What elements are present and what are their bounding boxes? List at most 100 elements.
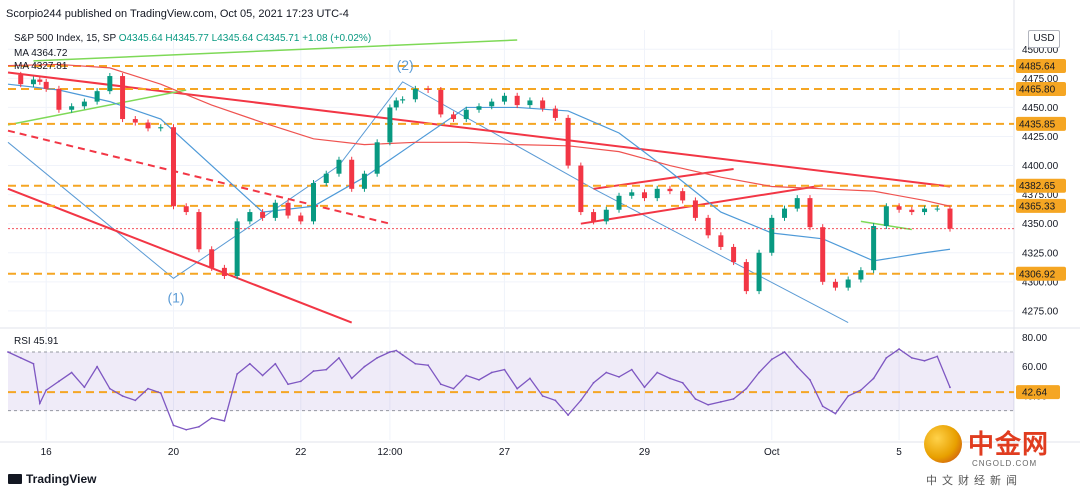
price-tick-label: 4500.00 <box>1022 45 1059 56</box>
green-line-2 <box>33 39 518 62</box>
price-candle <box>794 198 800 209</box>
dashed-trendline <box>7 129 391 225</box>
watermark-tagline: 中文财经新闻 <box>926 475 1022 487</box>
price-tick-label: 4450.00 <box>1022 103 1059 114</box>
price-candle <box>832 281 838 288</box>
price-candle <box>438 89 444 115</box>
price-tick-label: 4325.00 <box>1022 248 1059 259</box>
price-candle <box>158 127 164 129</box>
price-candle <box>30 79 36 85</box>
price-candle <box>56 88 62 110</box>
rsi-point <box>172 424 175 427</box>
rsi-point <box>490 371 493 374</box>
rsi-point <box>159 392 162 394</box>
rsi-point <box>7 351 9 353</box>
rsi-tick-label: 60.00 <box>1022 362 1047 373</box>
rsi-point <box>707 403 710 406</box>
price-candle <box>81 101 87 107</box>
ma_red-line <box>7 63 951 207</box>
wedge-upper-line <box>593 168 734 190</box>
rsi-point <box>223 420 226 422</box>
price-candle <box>527 100 533 106</box>
level-badge <box>1016 266 1066 281</box>
price-candle <box>552 108 558 118</box>
rsi-point <box>605 371 608 374</box>
currency-button[interactable]: USD <box>1028 30 1060 48</box>
rsi-point <box>261 374 264 377</box>
rsi-point <box>643 386 646 389</box>
ma-legend-1[interactable]: MA 4364.72 <box>14 48 68 59</box>
price-candle <box>349 159 355 189</box>
level-label: 4485.64 <box>1019 61 1056 72</box>
rsi-legend[interactable]: RSI 45.91 <box>14 336 59 347</box>
price-candle <box>756 252 762 292</box>
price-candle <box>183 206 189 213</box>
price-candle <box>336 159 342 174</box>
rsi-point <box>770 358 773 361</box>
price-candle <box>922 208 928 213</box>
rsi-point <box>847 395 850 397</box>
wedge-lower-line <box>580 184 823 225</box>
time-tick-label: Oct <box>764 447 780 458</box>
rsi-point <box>859 389 862 392</box>
rsi-point <box>45 389 48 392</box>
time-tick-label: 5 <box>896 447 902 458</box>
symbol-legend[interactable]: S&P 500 Index, 15, SP O4345.64 H4345.77 … <box>14 33 371 44</box>
price-candle <box>145 122 151 129</box>
tradingview-logo[interactable]: TradingView <box>8 472 96 486</box>
cngold-logo-icon <box>924 425 962 463</box>
ohlc-values: O4345.64 H4345.77 L4345.64 C4345.71 <box>118 33 300 44</box>
price-candle <box>667 188 673 192</box>
rsi-point <box>796 365 799 368</box>
rsi-point <box>121 395 124 397</box>
rsi-point <box>32 362 35 365</box>
price-candle <box>234 221 240 277</box>
rsi-point <box>350 377 353 380</box>
rsi-point <box>58 380 60 383</box>
level-badge <box>1016 82 1066 97</box>
price-candle <box>731 246 737 263</box>
price-candle <box>565 117 571 166</box>
price-candle <box>883 206 889 227</box>
rsi-point <box>567 414 570 416</box>
level-badge <box>1016 178 1066 193</box>
price-candle <box>221 267 227 277</box>
rsi-point <box>312 370 315 372</box>
rsi-point <box>694 398 697 400</box>
price-candle <box>896 206 902 210</box>
level-label: 4365.33 <box>1019 201 1056 212</box>
rsi-point <box>274 362 277 365</box>
level-badge <box>1016 116 1066 131</box>
price-tick-label: 4425.00 <box>1022 132 1059 143</box>
level-label: 4306.92 <box>1019 269 1056 280</box>
symbol-name: S&P 500 Index, 15, SP <box>14 33 116 44</box>
price-candle <box>909 209 915 213</box>
rsi-point <box>656 371 659 374</box>
rsi-point <box>376 356 379 359</box>
price-candle <box>412 88 418 100</box>
rsi-point <box>809 378 811 381</box>
price-change: +1.08 (+0.02%) <box>302 33 372 44</box>
rsi-point <box>96 365 99 368</box>
rsi-point <box>579 399 582 402</box>
price-candle <box>514 95 520 106</box>
rsi-point <box>452 387 455 390</box>
rsi-point <box>248 362 251 365</box>
rsi-point <box>872 377 875 380</box>
rsi-point <box>19 356 22 359</box>
rsi-point <box>38 402 41 405</box>
rsi-point <box>414 362 417 365</box>
watermark-site: CNGOLD.COM <box>972 459 1038 468</box>
level-label: 4382.65 <box>1019 181 1056 192</box>
price-candle <box>298 215 304 222</box>
level-label: 4435.85 <box>1019 119 1056 130</box>
price-candle <box>18 74 24 85</box>
price-candle <box>209 249 215 268</box>
rsi-point <box>923 359 926 362</box>
brand-name: TradingView <box>26 472 97 486</box>
rsi-tick-label: 80.00 <box>1022 333 1047 344</box>
ma-legend-2[interactable]: MA 4327.81 <box>14 61 68 72</box>
time-tick-label: 16 <box>41 447 53 458</box>
rsi-point <box>401 354 404 356</box>
